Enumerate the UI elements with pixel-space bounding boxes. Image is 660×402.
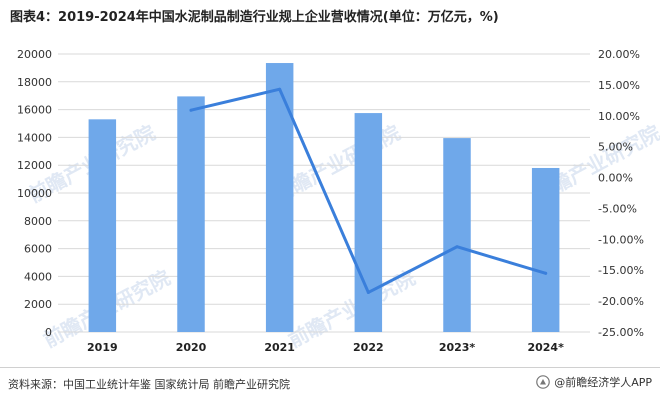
y-left-tick-label: 10000 bbox=[17, 187, 52, 200]
y-left-tick-label: 16000 bbox=[17, 104, 52, 117]
y-right-tick-label: 20.00% bbox=[598, 48, 640, 61]
y-left-tick-label: 12000 bbox=[17, 159, 52, 172]
y-right-tick-label: -20.00% bbox=[598, 295, 644, 308]
x-tick-label: 2020 bbox=[176, 341, 207, 354]
combo-chart: 前瞻产业研究院前瞻产业研究院前瞻产业研究院前瞻产业研究院前瞻产业研究院02000… bbox=[17, 48, 660, 354]
y-right-tick-label: 10.00% bbox=[598, 110, 640, 123]
brand-label: @前瞻经济学人APP bbox=[554, 376, 652, 389]
x-tick-label: 2022 bbox=[353, 341, 384, 354]
x-tick-label: 2023* bbox=[439, 341, 476, 354]
y-left-tick-label: 2000 bbox=[24, 298, 52, 311]
line-point bbox=[278, 87, 282, 91]
x-tick-label: 2024* bbox=[527, 341, 564, 354]
y-right-tick-label: -5.00% bbox=[598, 202, 637, 215]
bar bbox=[88, 119, 117, 332]
line-point bbox=[189, 108, 193, 112]
line-point bbox=[366, 290, 370, 294]
y-left-tick-label: 8000 bbox=[24, 215, 52, 228]
y-right-tick-label: -15.00% bbox=[598, 264, 644, 277]
footer-divider bbox=[0, 367, 660, 368]
y-right-tick-label: 15.00% bbox=[598, 79, 640, 92]
y-left-tick-label: 14000 bbox=[17, 131, 52, 144]
line-point bbox=[544, 271, 548, 275]
y-left-tick-label: 6000 bbox=[24, 243, 52, 256]
chart-title: 图表4：2019-2024年中国水泥制品制造行业规上企业营收情况(单位：万亿元，… bbox=[10, 10, 499, 25]
x-tick-label: 2021 bbox=[264, 341, 295, 354]
bar bbox=[177, 96, 205, 333]
y-left-tick-label: 4000 bbox=[24, 270, 52, 283]
y-left-tick-label: 20000 bbox=[17, 48, 52, 61]
bar bbox=[265, 63, 294, 332]
brand-logo-icon bbox=[536, 375, 551, 389]
brand-credit: @前瞻经济学人APP bbox=[536, 374, 652, 390]
bar bbox=[531, 167, 560, 332]
watermark: 前瞻产业研究院 bbox=[284, 265, 419, 352]
bar bbox=[354, 113, 383, 332]
y-left-tick-label: 0 bbox=[45, 326, 52, 339]
y-right-tick-label: -10.00% bbox=[598, 233, 644, 246]
y-left-tick-label: 18000 bbox=[17, 76, 52, 89]
y-right-tick-label: 0.00% bbox=[598, 172, 633, 185]
y-right-tick-label: -25.00% bbox=[598, 326, 644, 339]
y-right-tick-label: 5.00% bbox=[598, 141, 633, 154]
line-point bbox=[455, 245, 459, 249]
source-note: 资料来源：中国工业统计年鉴 国家统计局 前瞻产业研究院 bbox=[8, 378, 290, 391]
bar bbox=[443, 138, 471, 332]
x-tick-label: 2019 bbox=[87, 341, 118, 354]
